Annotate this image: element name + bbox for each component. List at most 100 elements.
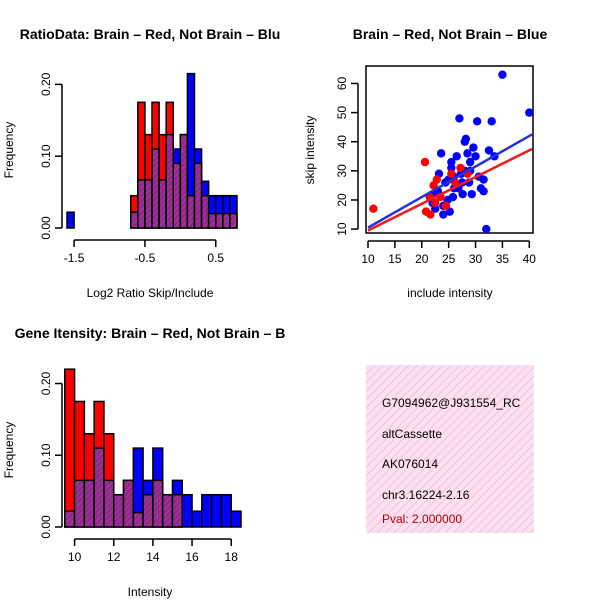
info-pval: Pval: 2.000000 bbox=[382, 512, 462, 526]
gene-histogram-bar bbox=[220, 493, 232, 528]
info-panel-background bbox=[366, 365, 534, 533]
gene-histogram-x-tick-label: 16 bbox=[185, 550, 199, 564]
gene-histogram-y-tick-label: 0.00 bbox=[39, 515, 53, 539]
scatter-y-tick-label: 40 bbox=[335, 135, 349, 149]
ratio-histogram-y-tick-label: 0.00 bbox=[39, 216, 53, 240]
gene-histogram-axes: 10 12 14 16 18 0.00 0.10 0.20 bbox=[39, 372, 238, 564]
scatter-point-red bbox=[426, 210, 435, 219]
scatter-y-tick-label: 60 bbox=[335, 76, 349, 90]
scatter-x-tick-label: 35 bbox=[496, 252, 510, 266]
ratio-histogram-overlap-bar bbox=[222, 212, 231, 229]
gene-intensity-histogram-panel: Gene Itensity: Brain – Red, Not Brain – … bbox=[2, 325, 285, 599]
scatter-point-red bbox=[432, 175, 442, 184]
scatter-point-blue bbox=[431, 204, 440, 213]
scatter-point-blue bbox=[458, 189, 467, 199]
scatter-point-blue bbox=[439, 210, 448, 219]
gene-histogram-bar bbox=[201, 493, 213, 528]
ratio-histogram-bars bbox=[66, 72, 238, 229]
ratio-histogram-overlap-bar bbox=[137, 179, 146, 229]
ratio-histogram-overlap-bar bbox=[215, 212, 224, 229]
scatter-x-tick-label: 10 bbox=[361, 252, 375, 266]
ratio-histogram-overlap-bar bbox=[200, 194, 210, 229]
ratio-histogram-title: RatioData: Brain – Red, Not Brain – Blu bbox=[20, 26, 281, 42]
gene-histogram-overlap-bar bbox=[64, 510, 76, 528]
ratio-histogram-overlap-bar bbox=[172, 162, 182, 229]
scatter-point-red bbox=[456, 163, 465, 173]
scatter-y-tick-label: 30 bbox=[335, 164, 349, 178]
intensity-scatter-panel: Brain – Red, Not Brain – Blue include in… bbox=[303, 26, 547, 300]
scatter-x-tick-label: 40 bbox=[523, 252, 537, 266]
ratio-histogram-overlap-bar bbox=[144, 179, 153, 229]
gene-histogram-x-tick-label: 14 bbox=[146, 550, 160, 564]
gene-histogram-y-tick-label: 0.20 bbox=[39, 372, 53, 396]
scatter-trend-blue bbox=[367, 133, 533, 229]
scatter-point-blue bbox=[482, 224, 491, 234]
gene-histogram-overlap-bar bbox=[103, 479, 115, 528]
scatter-plot-box bbox=[365, 65, 534, 234]
gene-histogram-overlap-bar bbox=[171, 493, 184, 528]
ratio-histogram-bar bbox=[66, 211, 75, 229]
info-event-type: altCassette bbox=[382, 427, 442, 441]
scatter-point-blue bbox=[436, 149, 446, 158]
ratio-histogram-panel: RatioData: Brain – Red, Not Brain – Blu … bbox=[2, 26, 280, 300]
ratio-histogram-x-tick-label: 0.5 bbox=[207, 251, 224, 265]
scatter-point-red bbox=[431, 198, 440, 208]
gene-histogram-x-tick-label: 18 bbox=[225, 550, 239, 564]
ratio-histogram-y-tick-label: 0.20 bbox=[39, 72, 53, 96]
scatter-y-tick-label: 50 bbox=[335, 106, 349, 120]
scatter-points bbox=[369, 70, 534, 234]
scatter-point-red bbox=[441, 201, 451, 210]
scatter-point-red bbox=[420, 157, 430, 167]
ratio-histogram-overlap-bar bbox=[207, 212, 217, 229]
ratio-histogram-xlabel: Log2 Ratio Skip/Include bbox=[87, 286, 214, 300]
gene-histogram-overlap-bar bbox=[73, 479, 86, 528]
scatter-point-red bbox=[447, 169, 456, 178]
scatter-trend-red bbox=[367, 147, 533, 232]
scatter-x-tick-label: 25 bbox=[442, 252, 456, 266]
scatter-point-blue bbox=[525, 108, 534, 117]
scatter-point-blue bbox=[472, 117, 482, 126]
scatter-point-red bbox=[369, 204, 378, 213]
gene-histogram-xlabel: Intensity bbox=[128, 585, 173, 599]
gene-histogram-bar bbox=[210, 493, 223, 528]
ratio-histogram-ylabel: Frequency bbox=[2, 122, 16, 179]
scatter-x-tick-label: 15 bbox=[388, 252, 402, 266]
scatter-point-blue bbox=[448, 192, 458, 202]
gene-histogram-overlap-bar bbox=[83, 479, 95, 528]
gene-histogram-bar bbox=[181, 493, 193, 528]
gene-histogram-ylabel: Frequency bbox=[2, 422, 16, 479]
scatter-y-tick-label: 20 bbox=[335, 193, 349, 207]
scatter-y-tick-label: 10 bbox=[335, 222, 349, 236]
ratio-histogram-overlap-bar bbox=[229, 212, 238, 229]
gene-histogram-bar bbox=[64, 368, 76, 528]
gene-histogram-overlap-bar bbox=[93, 447, 105, 528]
scatter-axes: 10 15 20 25 30 35 40 10 20 30 40 50 60 bbox=[335, 76, 536, 266]
scatter-point-blue bbox=[498, 70, 507, 79]
info-location: chr3.16224-2.16 bbox=[382, 488, 470, 502]
scatter-point-blue bbox=[447, 157, 456, 167]
scatter-point-blue bbox=[479, 187, 488, 196]
ratio-histogram-overlap-bar bbox=[179, 133, 189, 229]
ratio-histogram-axes: -1.5 -0.5 0.5 0.00 0.10 0.20 bbox=[39, 72, 224, 265]
scatter-point-blue bbox=[469, 143, 478, 152]
info-panel-clip: G7094962@J931554_RC altCassette AK076014… bbox=[366, 365, 534, 533]
gene-histogram-y-tick-label: 0.10 bbox=[39, 443, 53, 467]
scatter-point-blue bbox=[487, 117, 496, 126]
scatter-point-blue bbox=[452, 152, 461, 161]
gene-histogram-overlap-bar bbox=[132, 511, 144, 528]
gene-histogram-bar bbox=[230, 510, 242, 528]
ratio-histogram-y-tick-label: 0.10 bbox=[39, 144, 53, 168]
scatter-point-blue bbox=[447, 163, 456, 173]
scatter-xlabel: include intensity bbox=[407, 286, 492, 300]
scatter-trend-lines bbox=[367, 133, 533, 232]
scatter-point-blue bbox=[463, 149, 472, 158]
gene-histogram-title: Gene Itensity: Brain – Red, Not Brain – … bbox=[15, 325, 286, 341]
ratio-histogram-x-tick-label: -1.5 bbox=[64, 251, 85, 265]
ratio-histogram-overlap-bar bbox=[186, 194, 196, 229]
scatter-ylabel: skip intensity bbox=[303, 116, 317, 185]
gene-histogram-x-tick-label: 12 bbox=[107, 550, 121, 564]
ratio-histogram-overlap-bar bbox=[165, 133, 175, 229]
ratio-histogram-x-tick-label: -0.5 bbox=[135, 251, 156, 265]
scatter-point-blue bbox=[460, 137, 469, 146]
